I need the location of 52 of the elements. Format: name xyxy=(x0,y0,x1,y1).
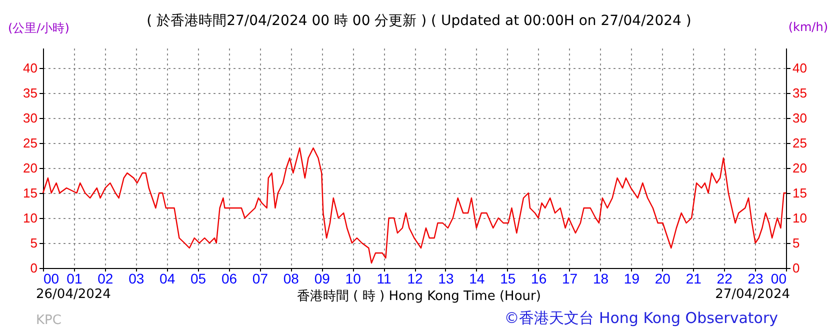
x-tick-label: 01 xyxy=(66,270,82,286)
x-tick-label: 14 xyxy=(469,270,485,286)
x-tick-label: 13 xyxy=(438,270,454,286)
x-tick-label: 08 xyxy=(283,270,300,286)
line-series xyxy=(42,147,787,264)
x-tick-label: 12 xyxy=(407,270,423,286)
y-tick-label: 40 xyxy=(23,60,38,76)
x-tick-label: 16 xyxy=(531,270,547,286)
x-tick-label: 17 xyxy=(562,270,578,286)
x-tick-label: 21 xyxy=(686,270,702,286)
x-tick-label: 02 xyxy=(98,270,114,286)
x-tick-label: 00 xyxy=(770,270,787,286)
x-tick-label: 07 xyxy=(252,270,268,286)
x-tick-label: 03 xyxy=(128,270,144,286)
y2-tick-label: 5 xyxy=(792,236,800,250)
y-tick-label: 10 xyxy=(23,210,38,226)
chart-title: ( 於香港時間27/04/2024 00 時 00 分更新 ) ( Updated at 00:00H on 27/04/2024 ) xyxy=(146,13,692,29)
text: 26/04/2024 xyxy=(36,287,111,302)
y-tick-label: 5 xyxy=(30,236,38,250)
x-tick-label: 20 xyxy=(654,270,671,286)
y2-tick-label: 25 xyxy=(792,136,807,150)
y2-axis-title: (km/h) xyxy=(788,20,828,34)
x-tick-label: 05 xyxy=(190,270,206,286)
y2-tick-label: 30 xyxy=(792,110,807,126)
y2-tick-label: 0 xyxy=(792,260,800,276)
y-tick-label: 35 xyxy=(23,86,38,100)
x-tick-label: 09 xyxy=(314,270,330,286)
y-axis-title: (公里/小時) xyxy=(8,20,70,37)
text: ©香港天文台 Hong Kong Observatory xyxy=(504,309,778,328)
x-tick-label: 19 xyxy=(624,270,640,286)
x-tick-label: 04 xyxy=(160,270,176,286)
text: 27/04/2024 xyxy=(715,287,790,302)
text: KPC xyxy=(36,313,62,328)
y2-tick-label: 10 xyxy=(792,210,807,226)
y2-tick-label: 35 xyxy=(792,86,807,100)
x-tick-label: 11 xyxy=(376,270,392,286)
x-tick-label: 22 xyxy=(716,270,733,286)
y2-tick-label: 40 xyxy=(792,60,807,76)
x-tick-label: 10 xyxy=(345,270,362,286)
x-tick-label: 18 xyxy=(592,270,609,286)
y-tick-label: 15 xyxy=(23,186,38,200)
y-tick-label: 20 xyxy=(23,160,38,176)
x-tick-label: 00 xyxy=(44,270,60,286)
y2-tick-label: 20 xyxy=(792,160,807,176)
x-axis-title: 香港時間 ( 時 ) Hong Kong Time (Hour) xyxy=(297,289,541,304)
y-tick-label: 25 xyxy=(23,136,38,150)
y-tick-label: 30 xyxy=(23,110,38,126)
x-tick-label: 06 xyxy=(221,270,238,286)
y2-tick-label: 15 xyxy=(792,186,807,200)
x-tick-label: 15 xyxy=(500,270,516,286)
y-tick-label: 0 xyxy=(30,260,38,276)
x-tick-label: 23 xyxy=(748,270,764,286)
